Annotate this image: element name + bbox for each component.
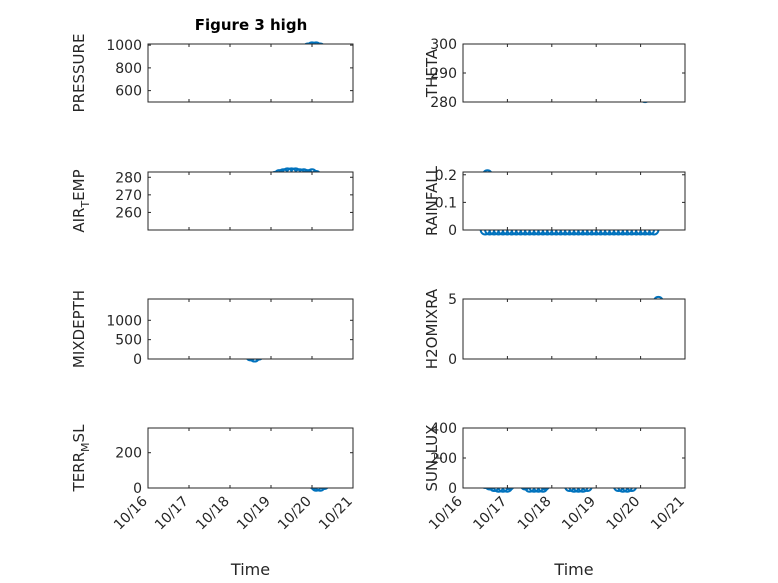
x-tick-label: 10/18 [193,494,233,534]
x-axis-label: Time [553,560,593,579]
x-tick-label: 10/20 [604,494,644,534]
figure-title: Figure 3 high [195,16,308,34]
axes-frame [147,298,354,360]
y-tick-label: 0.2 [435,168,457,184]
axes-frame [147,43,354,103]
y-tick-label: 280 [115,170,142,186]
y-axis-label: MIXDEPTH [70,290,88,368]
y-tick-label: 200 [115,446,142,462]
subplot-terr_msl: 0 200 10/16 10/17 10/18 10/19 10/20 10/21 Time TE… [70,424,356,579]
x-tick-label: 10/17 [470,494,510,534]
x-tick-label: 10/19 [559,494,599,534]
axes-frame [147,171,354,231]
y-tick-label: 0 [133,481,142,497]
x-tick-label: 10/19 [234,494,274,534]
y-tick-label: 280 [430,95,457,111]
y-tick-label: 600 [115,84,142,100]
subplot-sun_flux: 0 200 400 10/16 10/17 10/18 10/19 10/20 10/21 Tim… [423,421,688,579]
subplot-h2omixra: 0 5 H2OMIXRA [423,288,686,369]
x-axis-label: Time [230,560,270,579]
y-tick-label: 400 [430,421,457,437]
y-tick-label: 0 [133,352,142,368]
subplot-mixdepth: 0 500 1000 MIXDEPTH [70,290,354,368]
y-tick-label: 1000 [106,313,142,329]
y-axis-label: TERRMSL [70,424,92,493]
axes-frame [462,171,686,231]
x-tick-label: 10/20 [275,494,315,534]
y-tick-label: 0 [448,481,457,497]
y-tick-label: 0.1 [435,195,457,211]
y-tick-label: 270 [115,188,142,204]
axes-frame [462,43,686,103]
y-axis-label: PRESSURE [70,34,88,113]
y-axis-label: THETA [423,48,441,98]
x-tick-label: 10/16 [111,493,151,533]
y-tick-label: 290 [430,66,457,82]
x-tick-label: 10/21 [316,494,356,534]
x-tick-label: 10/18 [515,494,555,534]
subplot-pressure: 600 800 1000 PRESSURE [70,34,354,113]
x-tick-label: 10/17 [152,494,192,534]
y-tick-label: 1000 [106,38,142,54]
y-tick-label: 300 [430,37,457,53]
y-axis-label: H2OMIXRA [423,288,441,369]
y-tick-label: 5 [448,292,457,308]
y-tick-label: 200 [430,451,457,467]
y-axis-label: AIRTEMP [70,169,92,232]
axes-frame [462,427,686,489]
y-axis-label: RAINFALL [423,165,441,236]
x-tick-label: 10/16 [426,493,466,533]
y-tick-label: 0 [448,352,457,368]
axes-frame [147,427,354,489]
axes-frame [462,298,686,360]
y-tick-label: 500 [115,333,142,349]
y-axis-label: SUNFLUX [423,425,445,492]
y-tick-label: 0 [448,223,457,239]
x-tick-label: 10/21 [648,494,688,534]
y-tick-label: 260 [115,205,142,221]
y-tick-label: 800 [115,61,142,77]
